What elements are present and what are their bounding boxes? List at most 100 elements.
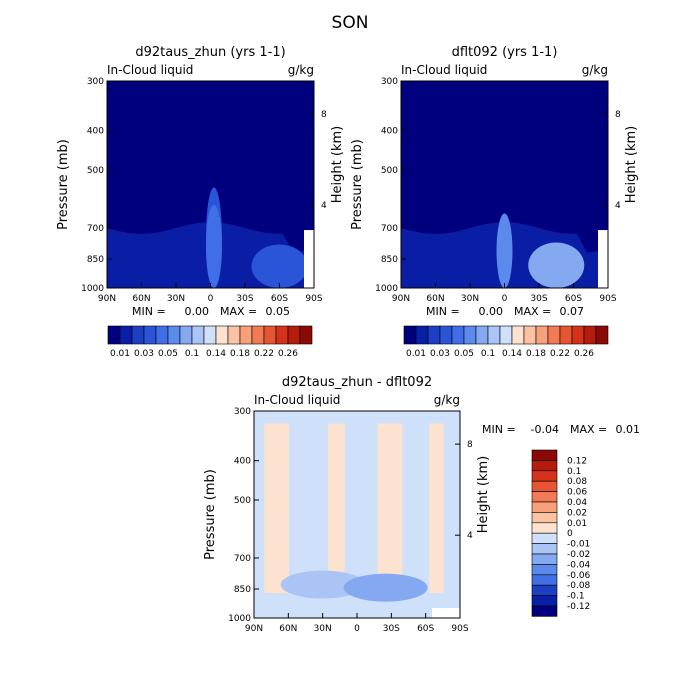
colorbar-label: 0.18 xyxy=(230,349,250,359)
stats-min-label: MIN = xyxy=(132,305,166,318)
stats-min-value: 0.00 xyxy=(479,305,504,318)
subtitle-left: In-Cloud liquid xyxy=(107,63,193,77)
panel-1: d92taus_zhun (yrs 1-1) In-Cloud liquid g/k… xyxy=(56,45,345,318)
colorbar-label: -0.01 xyxy=(567,540,590,550)
colorbar-swatch xyxy=(531,532,558,544)
colorbar-swatch xyxy=(531,605,558,617)
positive-diff-band-4 xyxy=(429,423,444,594)
colorbar-label: -0.06 xyxy=(567,571,591,581)
y-tick-label: 400 xyxy=(234,457,251,467)
colorbar-swatch xyxy=(531,553,558,565)
subtitle-right: g/kg xyxy=(288,63,314,77)
colorbar-label: 0.01 xyxy=(406,349,426,359)
y-right-axis-label: Height (km) xyxy=(330,126,345,203)
y-tick-label: 850 xyxy=(381,255,398,265)
colorbar-label: 0.03 xyxy=(430,349,450,359)
y-tick-label: 500 xyxy=(381,166,398,176)
x-tick-label: 60S xyxy=(271,294,288,304)
colorbar-label: 0.22 xyxy=(254,349,274,359)
colorbar-label: -0.02 xyxy=(567,550,590,560)
x-tick-label: 0 xyxy=(208,294,214,304)
x-tick-label: 60N xyxy=(279,624,297,634)
stats-max-value: 0.01 xyxy=(616,423,641,436)
colorbar-label: 0 xyxy=(567,529,573,539)
colorbar-swatch xyxy=(487,325,501,345)
below-ground-mask xyxy=(598,230,608,288)
figure-title: SON xyxy=(332,13,369,33)
colorbar-swatch xyxy=(131,325,145,345)
y-tick-label: 700 xyxy=(87,224,104,234)
x-tick-label: 90S xyxy=(305,294,322,304)
y-right-tick-label: 4 xyxy=(321,201,327,211)
panel-title: d92taus_zhun (yrs 1-1) xyxy=(135,45,285,60)
positive-diff-band-2 xyxy=(328,423,345,594)
stats-min-label: MIN = xyxy=(482,423,516,436)
panel-2: dflt092 (yrs 1-1) In-Cloud liquid g/kg 300 4… xyxy=(350,45,639,318)
colorbar-swatch xyxy=(531,584,558,596)
colorbar-label: 0.01 xyxy=(110,349,130,359)
y-tick-label: 500 xyxy=(87,166,104,176)
colorbar-swatch xyxy=(531,522,558,534)
colorbar-label: 0.08 xyxy=(567,477,587,487)
plot-area xyxy=(401,81,608,288)
x-tick-label: 30S xyxy=(383,624,400,634)
colorbar-swatch xyxy=(511,325,525,345)
colorbar-swatch xyxy=(427,325,441,345)
stats-max-label: MAX = xyxy=(570,423,607,436)
colorbar-swatch xyxy=(475,325,489,345)
colorbar-label: 0.01 xyxy=(567,519,587,529)
x-tick-label: 30N xyxy=(314,624,332,634)
colorbar-label: -0.12 xyxy=(567,602,590,612)
colorbar-label: 0.22 xyxy=(550,349,570,359)
x-tick-label: 30N xyxy=(461,294,479,304)
colorbar-diff: 0.120.10.080.060.040.020.010-0.01-0.02-0… xyxy=(531,449,591,617)
stats-min-label: MIN = xyxy=(426,305,460,318)
colorbar-label: 0.05 xyxy=(454,349,474,359)
colorbar-swatch xyxy=(571,325,585,345)
stats-max-value: 0.05 xyxy=(266,305,291,318)
y-tick-label: 300 xyxy=(234,407,251,417)
colorbar-label: -0.04 xyxy=(567,560,591,570)
colorbar-cb1a: 0.01 0.03 0.05 0.1 0.14 0.18 0.22 0.26 xyxy=(107,325,313,359)
panels: d92taus_zhun (yrs 1-1) In-Cloud liquid g/k… xyxy=(56,45,640,634)
colorbar-label: 0.1 xyxy=(185,349,199,359)
colorbar-swatch xyxy=(531,595,558,607)
colorbar-swatch xyxy=(119,325,133,345)
y-axis-label: Pressure (mb) xyxy=(203,469,218,560)
colorbar-swatch xyxy=(531,512,558,524)
colorbar-swatch xyxy=(215,325,229,345)
y-tick-label: 700 xyxy=(234,554,251,564)
colorbar-cb1b: 0.01 0.03 0.05 0.1 0.14 0.18 0.22 0.26 xyxy=(403,325,609,359)
negative-diff-feature-1 xyxy=(280,570,365,599)
colorbar-swatch xyxy=(439,325,453,345)
plot-area xyxy=(107,81,314,288)
x-tick-label: 30S xyxy=(530,294,547,304)
x-tick-label: 90N xyxy=(392,294,410,304)
x-tick-label: 90S xyxy=(599,294,616,304)
colorbar-label: 0.12 xyxy=(567,456,587,466)
y-tick-label: 850 xyxy=(234,585,251,595)
colorbar-swatch xyxy=(403,325,417,345)
colorbar-main: 0.01 0.03 0.05 0.1 0.14 0.18 0.22 0.26 0.01 0.03 0… xyxy=(107,325,609,359)
y-right-axis-label: Height (km) xyxy=(476,456,491,533)
colorbar-swatch xyxy=(583,325,597,345)
cloud-feature-3 xyxy=(251,244,308,288)
y-tick-label: 400 xyxy=(381,127,398,137)
negative-diff-feature-2 xyxy=(343,573,428,602)
y-tick-label: 400 xyxy=(87,127,104,137)
panel-title: dflt092 (yrs 1-1) xyxy=(452,45,558,60)
colorbar-swatch xyxy=(287,325,301,345)
subtitle-left: In-Cloud liquid xyxy=(254,393,340,407)
y-tick-label: 1000 xyxy=(375,284,398,294)
below-ground-mask xyxy=(304,230,314,288)
colorbar-label: -0.1 xyxy=(567,592,585,602)
colorbar-swatch xyxy=(191,325,205,345)
x-tick-label: 60N xyxy=(426,294,444,304)
x-tick-label: 30N xyxy=(167,294,185,304)
colorbar-swatch xyxy=(463,325,477,345)
colorbar-swatch xyxy=(531,470,558,482)
colorbar-swatch xyxy=(451,325,465,345)
below-ground-mask xyxy=(432,608,460,618)
colorbar-label: 0.18 xyxy=(526,349,546,359)
